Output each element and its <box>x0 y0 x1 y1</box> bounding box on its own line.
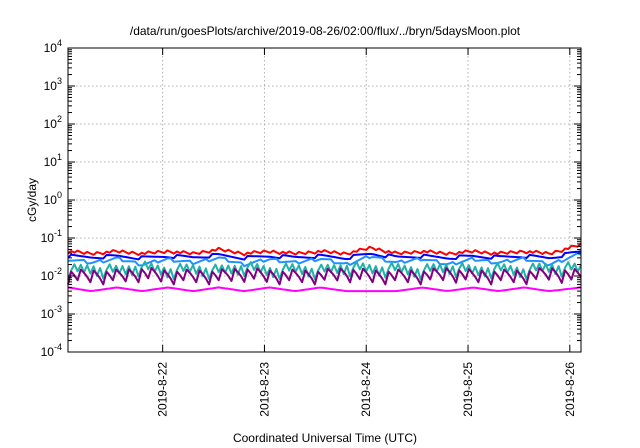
x-tick-label: 2019-8-22 <box>156 362 170 417</box>
y-tick-label: 101 <box>44 152 62 169</box>
x-tick-label: 2019-8-24 <box>359 362 373 417</box>
series-line <box>67 286 582 293</box>
series-group <box>67 242 582 293</box>
x-tick-label: 2019-8-25 <box>461 362 475 417</box>
y-tick-label: 10-4 <box>41 342 62 359</box>
x-axis-label: Coordinated Universal Time (UTC) <box>233 431 417 445</box>
y-tick-label: 104 <box>44 38 62 55</box>
x-tick-label: 2019-8-23 <box>257 362 271 417</box>
x-axis: 2019-8-22 2019-8-23 2019-8-24 2019-8-25 2019… <box>156 48 577 417</box>
series-line <box>67 250 582 261</box>
y-tick-label: 10-2 <box>41 266 62 283</box>
series-line <box>67 242 582 257</box>
y-tick-label: 10-3 <box>41 304 62 321</box>
y-axis-label: cGy/day <box>25 178 39 222</box>
chart-title: /data/run/goesPlots/archive/2019-08-26/0… <box>130 24 521 38</box>
y-tick-label: 102 <box>44 114 62 131</box>
y-tick-label: 100 <box>44 190 62 207</box>
y-tick-label: 103 <box>44 76 62 93</box>
y-axis: 10-4 10-3 10-2 10-1 100 101 102 103 104 <box>41 38 581 359</box>
series-line <box>67 252 582 268</box>
x-tick-label: 2019-8-26 <box>563 362 577 417</box>
grid <box>68 48 581 352</box>
y-tick-label: 10-1 <box>41 228 62 245</box>
series-line <box>67 267 582 286</box>
